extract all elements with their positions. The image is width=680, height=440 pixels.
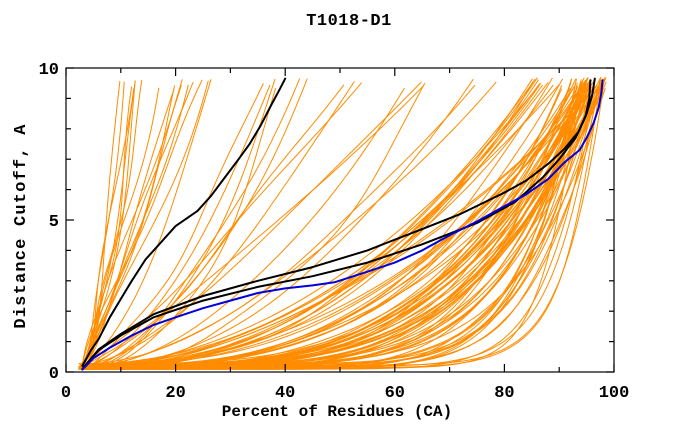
x-tick-label: 100 [599, 384, 630, 403]
x-axis-label: Percent of Residues (CA) [221, 403, 453, 421]
ensemble-curve-mid-diagonal [86, 78, 276, 369]
series-black-steep-model [81, 77, 287, 367]
ensemble-curve-upper-fan [87, 85, 563, 368]
chart-title: T1018-D1 [306, 12, 392, 31]
ensemble-curve-right-mass [78, 85, 595, 370]
ensemble-curve-steep-left [81, 79, 203, 368]
y-tick-label: 5 [49, 213, 59, 232]
ensemble-curve-mid-diagonal [85, 87, 405, 368]
ensemble-curve-steep-left [80, 80, 209, 368]
ensemble-curve-mid-diagonal [81, 83, 264, 370]
ensemble-curve-mid-diagonal [87, 81, 497, 364]
ensemble-curve-right-mass [85, 81, 607, 365]
ensemble-curve-mid-diagonal [83, 84, 345, 365]
axis-ticks [65, 67, 615, 373]
series-blue-highlight-model [81, 79, 604, 371]
ensemble-curve-upper-fan [84, 78, 536, 370]
ensemble-curve-mid-diagonal [81, 87, 277, 368]
ensemble-curve-upper-fan [85, 87, 578, 366]
ensemble-curve-upper-fan [88, 87, 571, 368]
ensemble-curve-upper-fan [81, 84, 600, 370]
ensemble-curve-upper-fan [80, 85, 540, 367]
ensemble-curve-right-mass [80, 82, 589, 365]
ensemble-curve-right-mass [87, 77, 602, 368]
x-tick-label: 0 [61, 384, 71, 403]
ensemble-curve-right-mass [82, 85, 599, 368]
y-tick-label: 10 [39, 61, 59, 80]
ensemble-curve-right-mass [85, 85, 581, 369]
ensemble-curve-mid-diagonal [80, 81, 355, 366]
ensemble-curve-mid-diagonal [80, 84, 425, 369]
ensemble-curve-mid-diagonal [87, 78, 308, 368]
ensemble-curve-upper-fan [84, 77, 553, 369]
x-tick-label: 40 [275, 384, 295, 403]
ensemble-curve-right-mass [85, 79, 606, 370]
ensemble-curve-steep-left [85, 79, 143, 368]
ensemble-curve-right-mass [88, 87, 600, 368]
tick-labels: 0 20 40 60 80 100 0 5 10 [39, 61, 630, 403]
x-tick-label: 80 [494, 384, 514, 403]
highlight-curves [81, 77, 604, 371]
ensemble-curve-upper-fan [88, 83, 541, 368]
series-black-reference-lower [81, 79, 592, 370]
ensemble-curve-right-mass [81, 78, 577, 368]
ensemble-curves [78, 77, 607, 370]
ensemble-curve-right-mass [88, 87, 583, 368]
x-tick-label: 60 [385, 384, 405, 403]
ensemble-curve-right-mass [87, 85, 601, 369]
ensemble-curve-upper-fan [85, 82, 549, 366]
x-tick-label: 20 [165, 384, 185, 403]
ensemble-curve-right-mass [84, 83, 572, 370]
ensemble-curve-upper-fan [89, 82, 542, 366]
ensemble-curve-right-mass [84, 78, 572, 368]
ensemble-curve-mid-diagonal [84, 78, 301, 370]
ensemble-curve-right-mass [83, 88, 604, 367]
y-tick-label: 0 [49, 365, 59, 384]
